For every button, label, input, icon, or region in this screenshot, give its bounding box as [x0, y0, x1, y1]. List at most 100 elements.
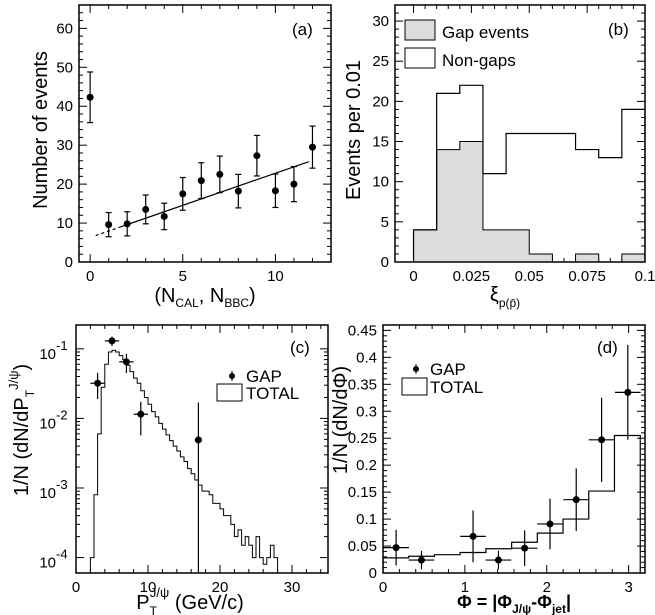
y-tick-label: -1 [56, 338, 68, 353]
y-tick-label: 10 [56, 215, 73, 232]
x-tick-label: 0.025 [453, 268, 491, 285]
y-tick-label: 30 [372, 13, 389, 30]
gap-data-point [572, 496, 580, 504]
data-point [308, 143, 316, 151]
x-tick-label: 3 [624, 579, 632, 596]
data-point [271, 187, 279, 195]
y-tick-label: 10 [39, 346, 56, 363]
y-tick-label: 0 [65, 254, 73, 271]
legend-label-gap-d: GAP [430, 360, 466, 379]
y-tick-label: 25 [372, 53, 389, 70]
y-tick-label: 40 [56, 98, 73, 115]
non-gaps-histogram [412, 84, 645, 262]
gap-data-point [521, 544, 529, 552]
data-point [216, 170, 224, 178]
panel-b-y-axis-label: Events per 0.01 [343, 60, 365, 200]
legend-swatch-total-d [401, 377, 428, 396]
fit-line-extrapolated [95, 226, 120, 237]
x-tick-label: 0.1 [635, 268, 655, 285]
panel-b: 0 0.025 0.05 0.075 0.1 0 5 10 15 20 25 30 (b) Gap e… [343, 4, 655, 310]
x-tick-label: 0.075 [568, 268, 606, 285]
gap-data-point [137, 410, 145, 418]
legend-swatch-gap-events [404, 19, 436, 41]
panel-b-frame [394, 4, 646, 263]
x-tick-label: 1 [461, 579, 469, 596]
x-tick-label: 0 [409, 268, 417, 285]
panel-d-ticks: 0 1 2 3 0 0.05 0.1 0.15 0.2 0.25 0.3 0.35 0.4 0.45 [348, 322, 646, 596]
legend-label-non-gaps: Non-gaps [442, 51, 516, 70]
panel-c-frame [75, 324, 329, 574]
data-point [253, 152, 261, 160]
y-tick-label: 15 [372, 134, 389, 151]
y-tick-label: -2 [56, 407, 68, 422]
y-tick-label: 0.4 [356, 349, 377, 366]
legend-label-total-c: TOTAL [246, 384, 299, 403]
gap-data-point [624, 388, 632, 396]
gap-data-point [469, 532, 477, 540]
x-tick-label: 10 [267, 268, 284, 285]
panel-b-x-axis-label: ξp(p̄) [490, 284, 520, 310]
total-histogram [89, 349, 279, 573]
y-tick-label: 10 [372, 174, 389, 191]
gap-data-point [494, 556, 502, 564]
gap-data-point [94, 379, 102, 387]
gap-data-point [194, 436, 202, 444]
y-tick-label: 0 [381, 254, 389, 271]
y-tick-label: 5 [381, 214, 389, 231]
x-tick-label: 10 [140, 579, 157, 596]
panel-d-y-axis-label: 1/N (dN/dΦ) [330, 366, 352, 474]
panel-d-tag: (d) [597, 338, 618, 357]
y-tick-label: 50 [56, 59, 73, 76]
fit-line [119, 161, 309, 228]
y-tick-label: 10 [39, 555, 56, 572]
y-tick-label: 0.15 [348, 484, 377, 501]
panel-c-y-axis-label: 1/N (dN/dPTJ/ψ) [6, 364, 37, 496]
y-tick-label: 0.1 [356, 511, 377, 528]
x-tick-label: 0 [72, 579, 80, 596]
x-tick-label: 2 [543, 579, 551, 596]
x-tick-label: 20 [212, 579, 229, 596]
y-tick-label: 10 [39, 415, 56, 432]
panel-a-ticks: 0 5 10 0 10 20 30 40 50 60 [56, 5, 331, 285]
y-tick-label: 0.3 [356, 403, 377, 420]
panel-d-x-axis-label: Φ = |ΦJ/ψ-Φjet| [457, 592, 571, 615]
y-tick-label: 0.2 [356, 457, 377, 474]
panel-c-x-axis-label: PTJ/ψ (GeV/c) [136, 585, 244, 615]
data-point [86, 93, 94, 101]
y-tick-label: 0.45 [348, 322, 377, 339]
x-tick-label: 30 [284, 579, 301, 596]
y-tick-label: 0.25 [348, 430, 377, 447]
y-tick-label: -4 [56, 547, 68, 562]
panel-c-tag: (c) [290, 338, 310, 357]
y-tick-label: -3 [56, 477, 68, 492]
x-tick-label: 0 [379, 579, 387, 596]
x-tick-label: 0.05 [515, 268, 544, 285]
y-tick-label: 20 [372, 93, 389, 110]
panel-a-frame [78, 4, 332, 263]
gap-data-point [417, 556, 425, 564]
legend-swatch-non-gaps [404, 47, 436, 69]
y-tick-label: 10 [39, 485, 56, 502]
panel-a: 0 5 10 0 10 20 30 40 50 60 (a) Number of events (… [30, 4, 332, 310]
y-tick-label: 20 [56, 176, 73, 193]
y-tick-label: 0.05 [348, 538, 377, 555]
gap-data-point [122, 358, 130, 366]
panel-b-tag: (b) [608, 20, 629, 39]
gap-data-point [598, 436, 606, 444]
panel-d-marks [383, 344, 641, 573]
gap-data-point [546, 520, 554, 528]
legend-label-gap-events: Gap events [442, 23, 529, 42]
gap-data-point [392, 544, 400, 552]
y-tick-label: 0.35 [348, 376, 377, 393]
data-point [160, 212, 168, 220]
panel-a-y-axis-label: Number of events [30, 51, 52, 209]
panel-a-x-axis-label: (NCAL, NBBC) [154, 285, 255, 310]
data-point [234, 187, 242, 195]
y-tick-label: 0 [369, 565, 377, 582]
data-point [142, 205, 150, 213]
legend-swatch-total-c [216, 383, 243, 402]
gap-data-point [108, 337, 116, 345]
data-point [105, 221, 113, 229]
